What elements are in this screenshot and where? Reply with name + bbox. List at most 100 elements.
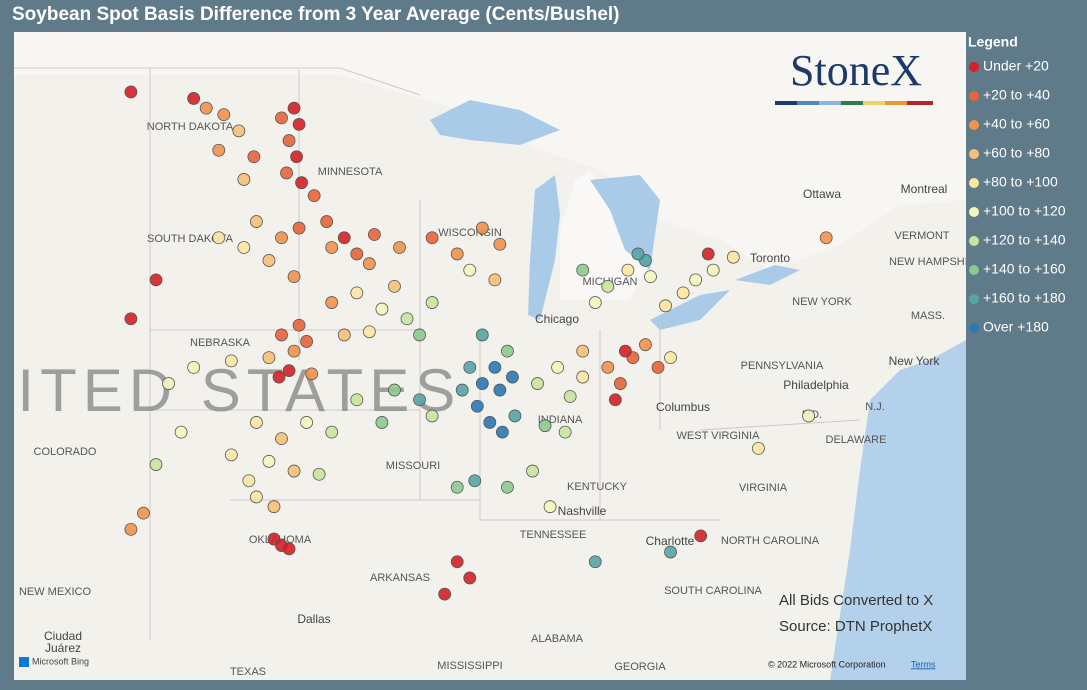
bid-point: [247, 150, 261, 164]
place-label: GEORGIA: [614, 661, 666, 673]
place-label: MISSOURI: [386, 460, 440, 472]
bid-point: [350, 247, 364, 261]
bid-point: [272, 370, 286, 384]
lake-erie: [650, 290, 730, 330]
place-label: Charlotte: [646, 534, 695, 548]
bid-point: [531, 377, 544, 390]
bing-icon: [19, 657, 29, 667]
bid-point: [706, 263, 720, 277]
bid-point: [292, 117, 306, 131]
bid-point: [495, 425, 509, 439]
bid-point: [588, 296, 602, 309]
place-label: Philadelphia: [783, 378, 849, 392]
bid-point: [282, 364, 296, 378]
place-label: DELAWARE: [826, 434, 887, 446]
place-label: MISSISSIPPI: [437, 660, 502, 672]
terms-link[interactable]: Terms: [911, 659, 936, 669]
bid-point: [367, 228, 381, 241]
bid-point: [475, 328, 489, 342]
bid-point: [393, 241, 406, 254]
legend-label: +20 to +40: [983, 87, 1050, 103]
legend-swatch: [969, 91, 979, 101]
note: All Bids Converted to X: [779, 592, 933, 609]
bid-point: [819, 231, 833, 245]
bid-point: [659, 299, 672, 313]
bid-point: [576, 263, 590, 277]
legend-swatch: [969, 294, 979, 304]
bid-point: [287, 101, 301, 115]
bid-point: [388, 383, 401, 397]
place-label: Chicago: [535, 312, 579, 326]
bid-point: [694, 529, 708, 543]
bid-point: [275, 432, 288, 446]
bid-point: [752, 441, 765, 455]
bid-point: [450, 555, 464, 569]
place-label: MINNESOTA: [318, 166, 383, 178]
bid-point: [149, 458, 163, 471]
bid-point: [493, 237, 507, 251]
legend-label: +80 to +100: [983, 174, 1058, 190]
legend-swatch: [969, 149, 979, 159]
bid-point: [375, 302, 389, 316]
bid-point: [237, 241, 251, 254]
bid-point: [488, 273, 502, 287]
bid-point: [588, 555, 602, 569]
legend-swatch: [969, 265, 979, 275]
bing-logo: Microsoft Bing: [32, 656, 89, 666]
bid-point: [601, 360, 615, 374]
bid-point: [450, 480, 464, 494]
bid-point: [300, 335, 314, 348]
bid-point: [290, 150, 303, 164]
legend-label: Over +180: [983, 319, 1049, 335]
bid-point: [124, 85, 138, 99]
bid-point: [224, 354, 238, 368]
map: UNITED STATES NORTH DAKOTA MINNESOTA SOUTH…: [14, 32, 983, 680]
bid-point: [280, 166, 293, 180]
canada: [14, 32, 966, 270]
bid-point: [337, 231, 351, 245]
title: Soybean Spot Basis Difference from 3 Yea…: [12, 4, 620, 25]
bid-point: [425, 409, 439, 423]
bid-point: [212, 231, 226, 245]
copyright: © 2022 Microsoft Corporation: [768, 659, 886, 669]
bid-point: [275, 111, 288, 125]
bid-point: [350, 393, 364, 407]
place-label: New York: [889, 354, 941, 368]
bid-point: [608, 393, 622, 407]
bid-point: [475, 221, 489, 235]
logo-stripe: [775, 101, 933, 105]
bid-point: [621, 263, 635, 277]
bid-point: [400, 312, 414, 326]
bid-point: [413, 328, 426, 342]
bid-point: [664, 545, 677, 559]
place-label: VERMONT: [895, 230, 950, 242]
lake-ontario: [735, 265, 800, 285]
bid-point: [282, 134, 296, 147]
place-label: NEW HAMPSHIRE: [889, 256, 983, 268]
legend-label: +60 to +80: [983, 145, 1050, 161]
bid-point: [450, 247, 464, 261]
bid-point: [558, 425, 572, 439]
bid-point: [463, 263, 477, 277]
place-label: Juárez: [45, 641, 81, 655]
bid-point: [501, 344, 514, 358]
place-label: WISCONSIN: [438, 227, 502, 239]
place-label: WEST VIRGINIA: [677, 430, 761, 442]
lake-michigan: [528, 175, 560, 320]
place-label: KENTUCKY: [567, 481, 628, 493]
legend-swatch: [969, 120, 979, 130]
bid-point: [267, 500, 281, 514]
bid-point: [438, 587, 452, 601]
bid-point: [475, 377, 489, 390]
bid-point: [320, 215, 334, 228]
bid-point: [275, 328, 288, 342]
place-label: NORTH DAKOTA: [147, 121, 234, 133]
note: Source: DTN ProphetX: [779, 618, 932, 635]
bid-point: [468, 474, 482, 488]
bid-point: [224, 448, 238, 462]
legend-swatch: [969, 62, 979, 72]
bid-point: [425, 231, 439, 245]
bid-point: [613, 377, 627, 390]
bid-point: [250, 416, 263, 429]
